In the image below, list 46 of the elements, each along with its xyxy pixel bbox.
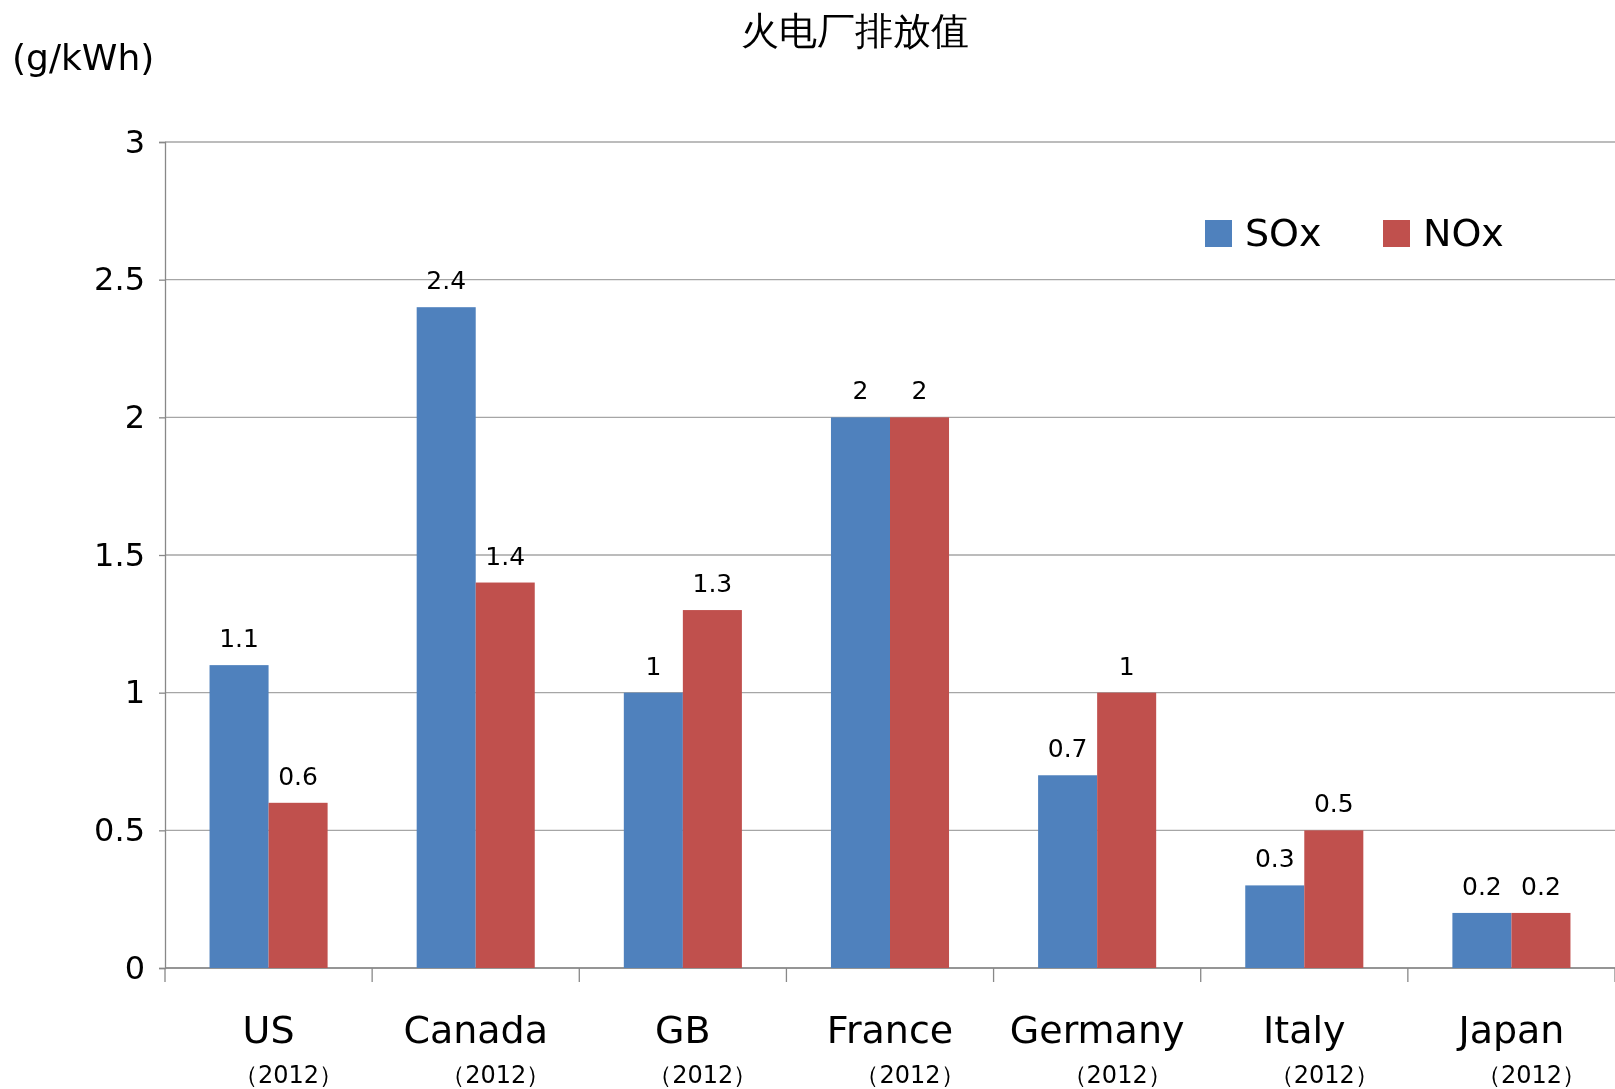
chart-title: 火电厂排放值: [741, 9, 969, 53]
bar: [1304, 830, 1364, 968]
bar: [682, 610, 742, 968]
data-label: 1.3: [692, 569, 733, 599]
data-label: 2.4: [426, 266, 467, 296]
data-label: 0.5: [1313, 789, 1354, 819]
y-tick-label: 2: [124, 398, 145, 437]
bar: [890, 417, 950, 968]
data-label: 0.3: [1254, 844, 1295, 874]
data-label: 1.4: [485, 541, 526, 571]
data-label: 0.7: [1047, 734, 1088, 764]
data-label: 1.1: [219, 624, 259, 654]
data-label: 1: [1118, 651, 1135, 681]
y-tick-label: 0: [124, 948, 145, 987]
bar: [209, 665, 269, 968]
bar: [1511, 912, 1571, 968]
x-tick-label: US （2012）: [234, 1008, 344, 1089]
legend-label: NOx: [1423, 211, 1504, 255]
bar: [1097, 692, 1157, 968]
bar: [1245, 885, 1305, 968]
data-label: 0.2: [1521, 871, 1561, 901]
bar: [1038, 775, 1098, 968]
y-axis-title: (g/kWh): [12, 37, 155, 78]
y-tick-label: 1: [124, 673, 145, 712]
x-tick-label: Canada （2012）: [403, 1008, 551, 1089]
data-label: 0.2: [1462, 871, 1502, 901]
y-tick-label: 1.5: [94, 535, 145, 574]
y-tick-label: 0.5: [94, 811, 145, 850]
x-tick-label: France （2012）: [826, 1008, 965, 1089]
y-tick-label: 3: [124, 122, 145, 161]
bar: [830, 417, 890, 968]
x-tick-label: Germany （2012）: [1009, 1008, 1185, 1089]
data-label: 2: [911, 376, 928, 406]
bar: [268, 802, 328, 968]
x-tick-label: GB （2012）: [648, 1008, 758, 1089]
y-tick-label: 2.5: [94, 260, 145, 299]
bar: [475, 582, 535, 968]
data-label: 2: [852, 376, 869, 406]
legend-label: SOx: [1245, 211, 1322, 255]
x-tick-label: Italy （2012）: [1263, 1008, 1379, 1089]
bar: [623, 692, 683, 968]
bar: [416, 307, 476, 968]
bar: [1452, 912, 1512, 968]
x-tick-label: Japan （2012）: [1456, 1008, 1586, 1089]
data-label: 0.6: [278, 761, 318, 791]
data-label: 1: [645, 651, 662, 681]
